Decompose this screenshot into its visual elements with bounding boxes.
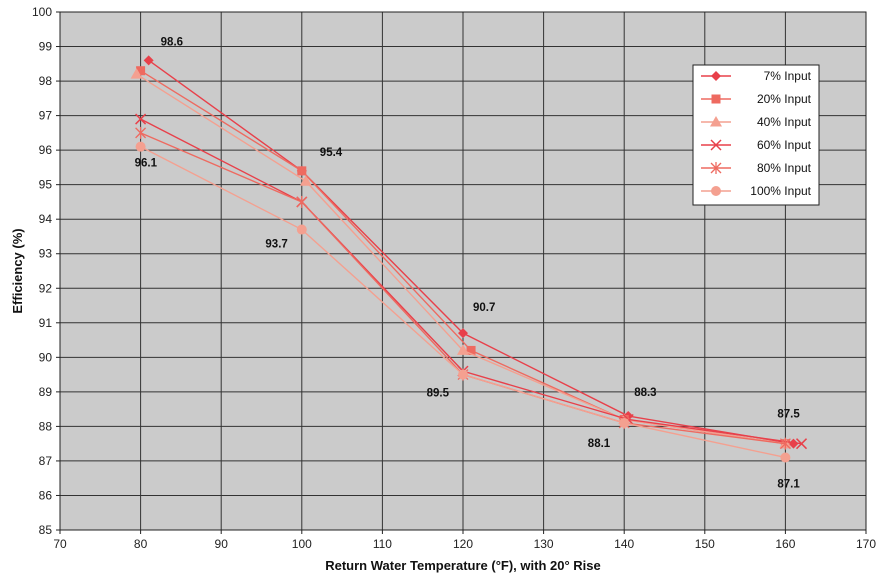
legend-marker bbox=[710, 139, 722, 151]
x-axis-ticks: 70 80 90 100 110 120 130 140 150 160 170 bbox=[53, 530, 876, 551]
x-tick-label: 80 bbox=[134, 537, 148, 551]
x-tick-label: 100 bbox=[292, 537, 312, 551]
data-point bbox=[296, 195, 308, 208]
x-tick-label: 150 bbox=[695, 537, 715, 551]
data-point bbox=[135, 113, 147, 125]
legend-item: 7% Input bbox=[701, 69, 812, 83]
data-point bbox=[619, 417, 630, 428]
data-point bbox=[780, 452, 791, 463]
data-point bbox=[297, 166, 307, 176]
legend-item: 100% Input bbox=[701, 184, 812, 198]
legend-marker bbox=[711, 94, 721, 104]
y-tick-label: 93 bbox=[39, 247, 53, 261]
y-tick-label: 86 bbox=[39, 488, 53, 502]
data-point bbox=[458, 328, 468, 339]
data-label: 96.1 bbox=[135, 158, 158, 170]
y-tick-label: 92 bbox=[39, 281, 53, 295]
legend: 7% Input 20% Input 40% Input 60% Input 80% I… bbox=[692, 64, 820, 206]
y-axis-ticks: 85 86 87 88 89 90 91 92 93 94 95 96 97 98 99 100 bbox=[32, 5, 60, 537]
plot-frame bbox=[59, 11, 867, 531]
data-point bbox=[130, 68, 143, 79]
y-tick-label: 97 bbox=[39, 109, 53, 123]
x-tick-label: 130 bbox=[534, 537, 554, 551]
marker-stroke bbox=[135, 113, 147, 125]
data-label: 90.7 bbox=[473, 302, 495, 314]
x-tick-label: 160 bbox=[775, 537, 795, 551]
data-point bbox=[788, 438, 799, 449]
legend-label: 60% Input bbox=[757, 138, 812, 152]
legend-label: 20% Input bbox=[757, 92, 812, 106]
data-label: 89.5 bbox=[427, 388, 450, 400]
marker-stroke bbox=[710, 139, 722, 151]
data-label: 88.3 bbox=[634, 387, 656, 399]
data-point bbox=[779, 437, 791, 450]
data-point bbox=[136, 66, 146, 76]
legend-label: 7% Input bbox=[764, 69, 812, 83]
data-point bbox=[457, 344, 469, 355]
y-tick-label: 94 bbox=[39, 212, 53, 226]
y-tick-label: 87 bbox=[39, 454, 53, 468]
x-tick-label: 90 bbox=[215, 537, 229, 551]
data-label: 95.4 bbox=[320, 147, 343, 159]
y-tick-label: 88 bbox=[39, 419, 53, 433]
y-tick-label: 85 bbox=[39, 523, 53, 537]
y-tick-label: 99 bbox=[39, 40, 53, 54]
series-group bbox=[130, 55, 808, 463]
legend-label: 80% Input bbox=[757, 161, 812, 175]
data-point bbox=[296, 224, 307, 235]
data-label: 93.7 bbox=[265, 239, 287, 251]
x-tick-label: 70 bbox=[53, 537, 67, 551]
data-point bbox=[135, 126, 147, 139]
legend-marker bbox=[710, 162, 722, 174]
y-tick-label: 91 bbox=[39, 316, 53, 330]
legend-label: 40% Input bbox=[757, 115, 812, 129]
data-label: 87.5 bbox=[777, 409, 800, 421]
data-label: 87.1 bbox=[777, 478, 800, 490]
y-tick-label: 100 bbox=[32, 5, 52, 19]
legend-marker bbox=[711, 186, 721, 196]
y-tick-label: 96 bbox=[39, 143, 53, 157]
legend-item: 80% Input bbox=[701, 161, 812, 175]
legend-marker bbox=[711, 71, 721, 81]
data-point bbox=[143, 55, 154, 66]
x-axis-label: Return Water Temperature (°F), with 20° … bbox=[325, 558, 601, 573]
y-tick-label: 98 bbox=[39, 74, 53, 88]
marker-stroke bbox=[795, 438, 808, 450]
legend-item: 20% Input bbox=[701, 92, 812, 106]
legend-item: 60% Input bbox=[701, 138, 812, 152]
data-point bbox=[458, 369, 468, 380]
data-point bbox=[466, 345, 476, 355]
series-6 bbox=[135, 141, 791, 463]
legend-marker bbox=[710, 116, 722, 127]
legend-label: 100% Input bbox=[750, 184, 811, 198]
data-label: 88.1 bbox=[588, 438, 611, 450]
x-tick-label: 120 bbox=[453, 537, 473, 551]
data-point bbox=[135, 141, 146, 152]
y-tick-label: 90 bbox=[39, 350, 53, 364]
x-tick-label: 170 bbox=[856, 537, 876, 551]
y-tick-label: 89 bbox=[39, 385, 53, 399]
legend-box bbox=[692, 64, 820, 206]
x-tick-label: 140 bbox=[614, 537, 634, 551]
legend-item: 40% Input bbox=[701, 115, 812, 129]
x-tick-label: 110 bbox=[373, 537, 392, 551]
data-label: 98.6 bbox=[161, 36, 183, 48]
data-point bbox=[795, 438, 808, 450]
y-axis-label: Efficiency (%) bbox=[10, 228, 25, 313]
data-labels: 98.6 96.1 95.4 93.7 90.7 89.5 88.3 88.1 87.5 87.1 bbox=[135, 36, 801, 490]
data-point bbox=[299, 175, 312, 186]
y-tick-label: 95 bbox=[39, 178, 53, 192]
